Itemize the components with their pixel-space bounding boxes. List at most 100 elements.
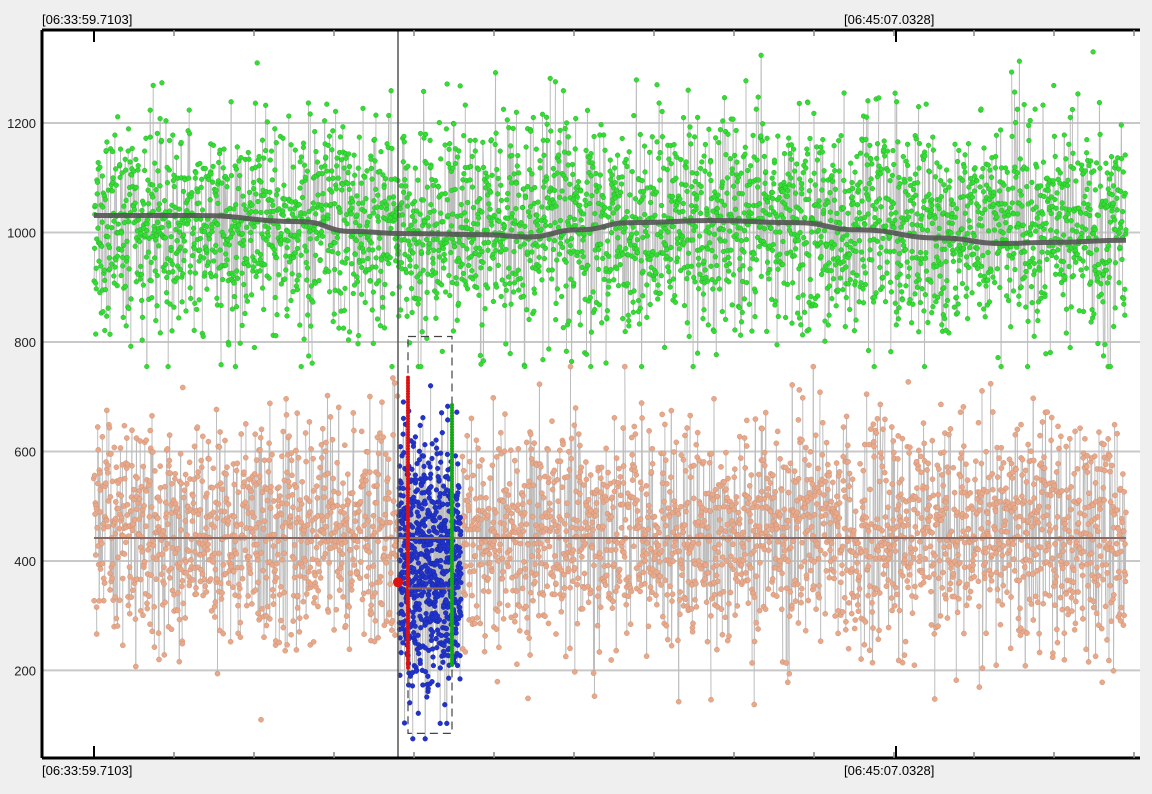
data-point (343, 286, 348, 291)
data-point (214, 188, 219, 193)
data-point (109, 225, 114, 230)
data-point (366, 256, 371, 261)
data-point (103, 197, 108, 202)
data-point (270, 178, 275, 183)
data-point (311, 300, 316, 305)
data-point (140, 315, 145, 320)
data-point (305, 313, 310, 318)
data-point (215, 222, 220, 227)
data-point (162, 198, 167, 203)
data-point (356, 166, 361, 171)
data-point (299, 364, 304, 369)
data-point (176, 316, 181, 321)
data-point (199, 185, 204, 190)
data-point (251, 180, 256, 185)
data-point (102, 268, 107, 273)
data-point (302, 337, 307, 342)
data-point (192, 242, 197, 247)
data-point (205, 248, 210, 253)
data-point (286, 229, 291, 234)
data-point (373, 159, 378, 164)
stem (1042, 214, 1043, 252)
stem (1054, 136, 1055, 199)
data-point (388, 255, 393, 260)
data-point (334, 164, 339, 169)
data-point (104, 314, 109, 319)
data-point (317, 278, 322, 283)
data-point (260, 138, 265, 143)
data-point (121, 315, 126, 320)
stem (190, 134, 191, 273)
data-point (96, 226, 101, 231)
data-point (107, 245, 112, 250)
data-point (252, 224, 257, 229)
data-point (275, 312, 280, 317)
data-point (345, 247, 350, 252)
data-point (263, 148, 268, 153)
data-point (174, 155, 179, 160)
data-point (342, 308, 347, 313)
data-point (244, 207, 249, 212)
data-point (118, 147, 123, 152)
data-point (181, 233, 186, 238)
data-point (313, 253, 318, 258)
data-point (306, 354, 311, 359)
data-point (284, 204, 289, 209)
data-point (286, 238, 291, 243)
data-point (120, 264, 125, 269)
data-point (166, 364, 171, 369)
data-point (329, 169, 334, 174)
data-point (274, 333, 279, 338)
data-point (256, 199, 261, 204)
data-point (186, 218, 191, 223)
data-point (136, 163, 141, 168)
data-point (380, 305, 385, 310)
data-point (267, 190, 272, 195)
data-point (188, 286, 193, 291)
data-point (249, 292, 254, 297)
data-point (267, 276, 272, 281)
data-point (341, 124, 346, 129)
plot-area[interactable] (42, 30, 1140, 758)
data-point (327, 289, 332, 294)
data-point (310, 361, 315, 366)
data-point (178, 245, 183, 250)
stem (757, 536, 758, 629)
data-point (269, 149, 274, 154)
data-point (225, 184, 230, 189)
data-point (143, 233, 148, 238)
data-point (357, 135, 362, 140)
data-point (149, 295, 154, 300)
data-point (321, 191, 326, 196)
data-point (376, 219, 381, 224)
data-point (369, 166, 374, 171)
data-point (248, 230, 253, 235)
data-point (123, 284, 128, 289)
stem (265, 487, 266, 541)
data-point (299, 155, 304, 160)
data-point (274, 140, 279, 145)
data-point (121, 243, 126, 248)
data-point (299, 253, 304, 258)
data-point (240, 231, 245, 236)
data-point (125, 255, 130, 260)
data-point (346, 338, 351, 343)
data-point (326, 143, 331, 148)
data-point (133, 244, 138, 249)
data-point (398, 308, 403, 313)
data-point (137, 239, 142, 244)
data-point (304, 260, 309, 265)
data-point (283, 268, 288, 273)
stem (559, 143, 560, 198)
data-point (139, 298, 144, 303)
data-point (149, 260, 154, 265)
data-point (242, 203, 247, 208)
data-point (179, 140, 184, 145)
data-point (364, 196, 369, 201)
data-point (164, 275, 169, 280)
data-point (106, 234, 111, 239)
stem (114, 525, 115, 627)
data-point (222, 147, 227, 152)
data-point (155, 220, 160, 225)
